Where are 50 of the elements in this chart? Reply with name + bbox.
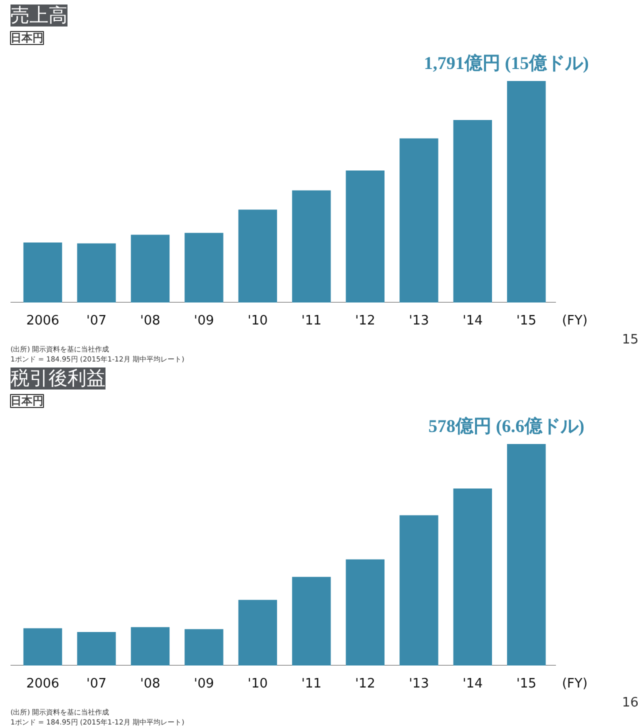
x-tick-label: '08 xyxy=(140,676,160,692)
x-tick-label: '15 xyxy=(516,676,536,692)
bar xyxy=(184,629,224,666)
bar xyxy=(292,576,331,666)
x-tick-label: '09 xyxy=(194,676,214,692)
x-tick-label: '11 xyxy=(301,314,322,328)
x-axis-title: (FY) xyxy=(562,676,588,692)
bar xyxy=(346,170,385,302)
bar xyxy=(238,600,278,666)
bar xyxy=(400,515,438,666)
text: 1,791億円 (15億ドル) xyxy=(424,52,589,73)
y-axis-title: 日本円 xyxy=(10,394,44,408)
chart-title: 売上高 xyxy=(10,4,68,26)
text: 16 xyxy=(622,696,638,710)
bar xyxy=(77,243,116,302)
bar xyxy=(23,628,62,666)
x-tick-label: '13 xyxy=(408,676,429,692)
bar xyxy=(507,80,546,302)
bar xyxy=(23,242,62,302)
bar xyxy=(184,232,224,302)
x-tick-label: '10 xyxy=(248,676,268,692)
x-tick-label: '12 xyxy=(355,314,376,328)
x-tick-label: 2006 xyxy=(26,314,60,328)
bar xyxy=(400,138,438,302)
chart-title: 税引後利益 xyxy=(10,368,106,390)
x-tick-label: '15 xyxy=(516,314,536,328)
y-axis-title: 日本円 xyxy=(10,32,44,44)
bar xyxy=(130,234,170,302)
bar xyxy=(507,444,546,666)
x-tick-label: '11 xyxy=(301,676,322,692)
x-tick-label: '09 xyxy=(194,314,214,328)
bar xyxy=(346,559,385,666)
bar xyxy=(238,210,278,302)
bar xyxy=(453,488,492,666)
bar xyxy=(292,190,331,302)
bar xyxy=(453,120,492,302)
text: 578億円 (6.6億ドル) xyxy=(428,416,584,436)
x-tick-label: '08 xyxy=(140,314,160,328)
bar xyxy=(130,627,170,666)
x-tick-label: '07 xyxy=(86,676,107,692)
x-tick-label: '14 xyxy=(462,676,483,692)
x-tick-label: '12 xyxy=(355,676,376,692)
x-tick-label: '07 xyxy=(86,314,107,328)
x-tick-label: '14 xyxy=(462,314,483,328)
x-tick-label: '13 xyxy=(408,314,429,328)
x-axis-title: (FY) xyxy=(562,314,588,328)
x-tick-label: '10 xyxy=(248,314,268,328)
text: 15 xyxy=(622,332,638,348)
bar xyxy=(77,632,116,666)
x-tick-label: 2006 xyxy=(26,676,60,692)
